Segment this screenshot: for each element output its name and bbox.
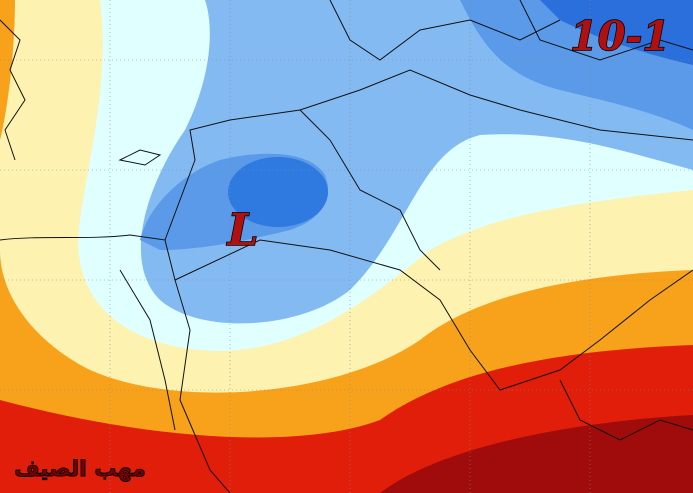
border-line [174,239,693,391]
border-line [119,269,176,431]
border-line [519,0,693,61]
island [118,149,162,166]
band-deep-blue [540,0,693,65]
date-label: 10-1 [570,13,670,60]
low-pressure-core [228,157,328,227]
border-line [329,0,561,61]
watermark: مهب الصيف [14,457,146,482]
pressure-label: L [226,205,259,256]
border-line [299,109,441,271]
border-line [164,239,231,493]
border-line [0,69,693,241]
border-line [559,379,693,441]
border-line [0,19,26,161]
